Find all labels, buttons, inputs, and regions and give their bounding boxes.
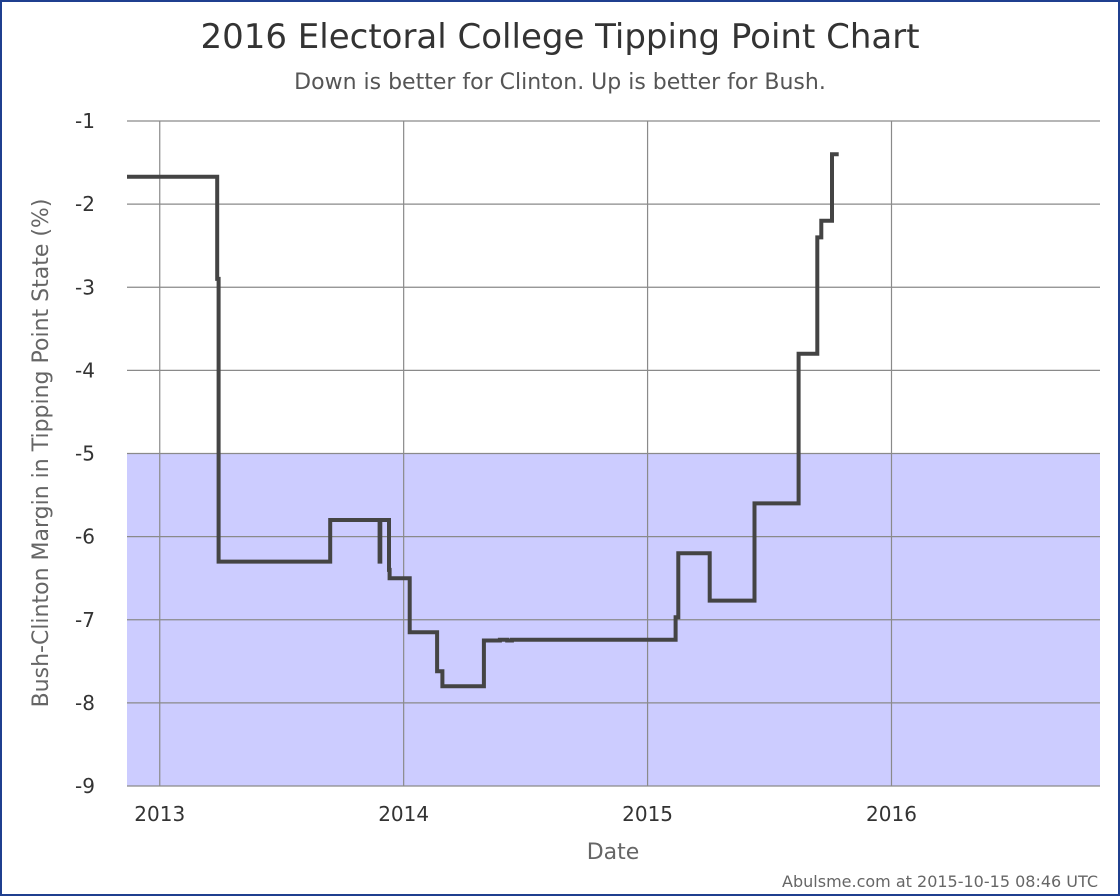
y-tick-label: -6 <box>75 525 95 549</box>
series-line <box>127 152 839 689</box>
y-tick-label: -8 <box>75 691 95 715</box>
y-tick-label: -1 <box>75 109 95 133</box>
y-tick-label: -3 <box>75 275 95 299</box>
chart-subtitle: Down is better for Clinton. Up is better… <box>294 70 826 95</box>
x-tick-label: 2016 <box>866 802 917 826</box>
x-tick-labels: 2013 2014 2015 2016 <box>134 802 917 826</box>
y-tick-label: -7 <box>75 608 95 632</box>
x-axis-title: Date <box>587 840 640 865</box>
chart-title: 2016 Electoral College Tipping Point Cha… <box>200 17 919 57</box>
y-tick-label: -2 <box>75 192 95 216</box>
x-tick-label: 2014 <box>378 802 429 826</box>
y-tick-label: -4 <box>75 358 95 382</box>
credit-text: Abulsme.com at 2015-10-15 08:46 UTC <box>782 872 1098 891</box>
y-gridlines <box>127 120 1100 787</box>
y-axis-title: Bush-Clinton Margin in Tipping Point Sta… <box>29 199 54 708</box>
y-tick-label: -5 <box>75 442 95 466</box>
y-tick-labels: -1 -2 -3 -4 -5 -6 -7 -8 -9 <box>75 109 95 798</box>
x-tick-label: 2013 <box>134 802 185 826</box>
y-tick-label: -9 <box>75 774 95 798</box>
x-tick-label: 2015 <box>622 802 673 826</box>
